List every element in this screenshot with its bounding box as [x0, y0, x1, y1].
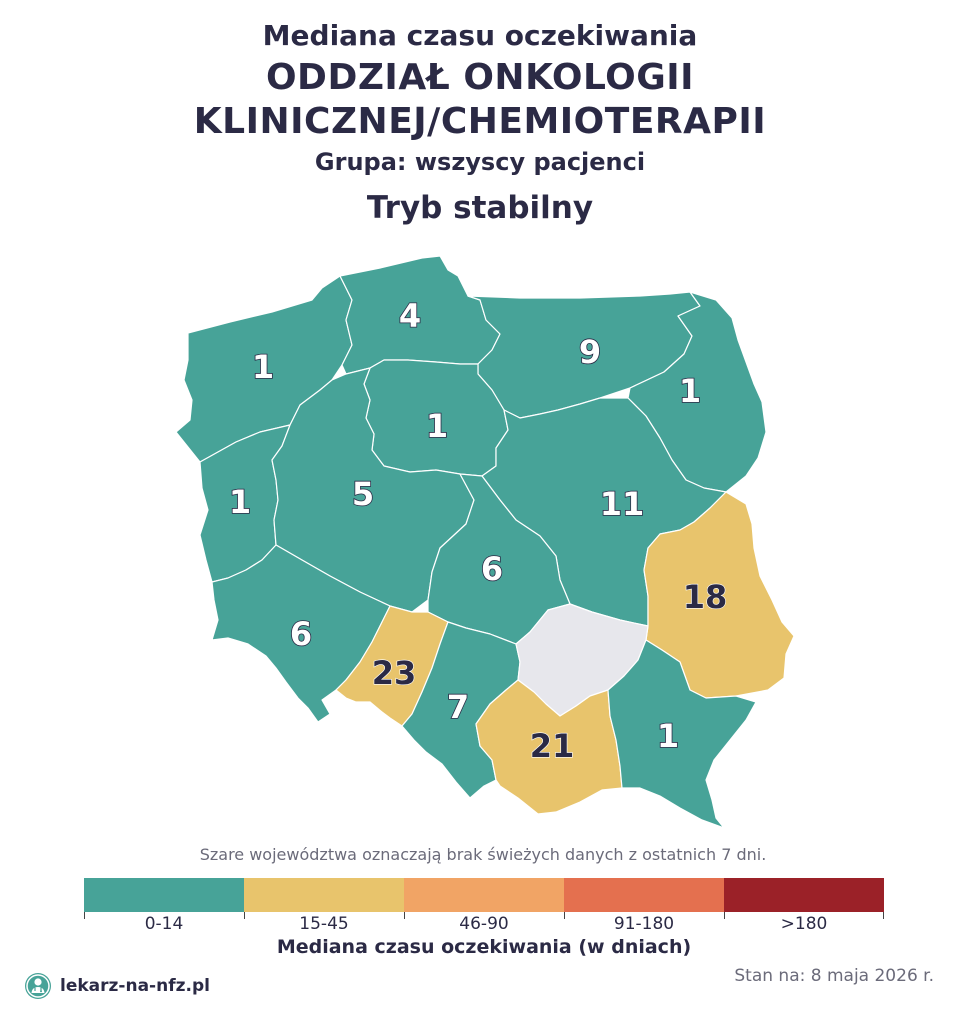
- region-malopolskie[interactable]: [475, 679, 623, 815]
- legend-tick: [84, 912, 85, 919]
- value-wielkopolskie: 5: [352, 475, 374, 513]
- ward-name-line1: ODDZIAŁ ONKOLOGII: [265, 57, 695, 98]
- legend-labels: 0-14 15-45 46-90 91-180 >180: [84, 912, 884, 934]
- legend-bin-3: [564, 878, 724, 912]
- legend-bin-2: [404, 878, 564, 912]
- value-lubuskie: 1: [229, 483, 251, 521]
- value-zachodniopomorskie: 1: [252, 348, 274, 386]
- legend-tick: [724, 912, 725, 919]
- legend-ticks: [84, 912, 884, 920]
- value-slaskie: 7: [447, 688, 469, 726]
- legend-tick: [883, 912, 884, 919]
- legend-label-46-90: 46-90: [459, 914, 509, 934]
- voivodeship-regions: [175, 255, 795, 829]
- value-malopolskie: 21: [530, 727, 575, 765]
- legend-tick: [564, 912, 565, 919]
- value-lubelskie: 18: [683, 578, 728, 616]
- chart-subtitle: Mediana czasu oczekiwania: [262, 19, 698, 52]
- value-opolskie: 23: [372, 654, 417, 692]
- legend-label-0-14: 0-14: [144, 914, 184, 934]
- legend-bin-1: [244, 878, 404, 912]
- value-lodzkie: 6: [481, 550, 503, 588]
- data-date: Stan na: 8 maja 2026 r.: [734, 966, 934, 986]
- region-value-labels: 1 4 9 1 1 1 5 11 6 18 6 23 7 21 1: [228, 296, 728, 765]
- ward-name-line2: KLINICZNEJ/CHEMIOTERAPII: [193, 101, 767, 142]
- value-kujawsko-pomorskie: 1: [426, 407, 448, 445]
- legend-bin-0: [84, 878, 244, 912]
- mode-label: Tryb stabilny: [366, 190, 594, 226]
- legend-tick: [244, 912, 245, 919]
- legend-tick: [404, 912, 405, 919]
- value-podlaskie: 1: [679, 372, 701, 410]
- region-dolnoslaskie[interactable]: [211, 544, 391, 723]
- poland-map: 1 4 9 1 1 1 5 11 6 18 6 23 7 21 1: [175, 255, 795, 829]
- legend-bin-4: [724, 878, 884, 912]
- value-podkarpackie: 1: [657, 717, 679, 755]
- legend-label-15-45: 15-45: [299, 914, 349, 934]
- no-data-note: Szare województwa oznaczają brak świeżyc…: [199, 845, 767, 864]
- value-pomorskie: 4: [399, 297, 421, 335]
- value-dolnoslaskie: 6: [290, 615, 312, 653]
- region-podkarpackie[interactable]: [607, 639, 757, 829]
- patient-group: Grupa: wszyscy pacjenci: [314, 148, 646, 176]
- legend-label-91-180: 91-180: [613, 914, 675, 934]
- brand-name: lekarz-na-nfz.pl: [60, 976, 210, 996]
- legend-color-bar: [84, 878, 884, 912]
- value-mazowieckie: 11: [600, 485, 645, 523]
- value-warminsko-mazurskie: 9: [579, 333, 601, 371]
- legend-label-over-180: >180: [780, 914, 828, 934]
- legend-title: Mediana czasu oczekiwania (w dniach): [276, 936, 692, 958]
- doctor-icon: [25, 973, 51, 999]
- brand-link[interactable]: lekarz-na-nfz.pl: [24, 970, 210, 1002]
